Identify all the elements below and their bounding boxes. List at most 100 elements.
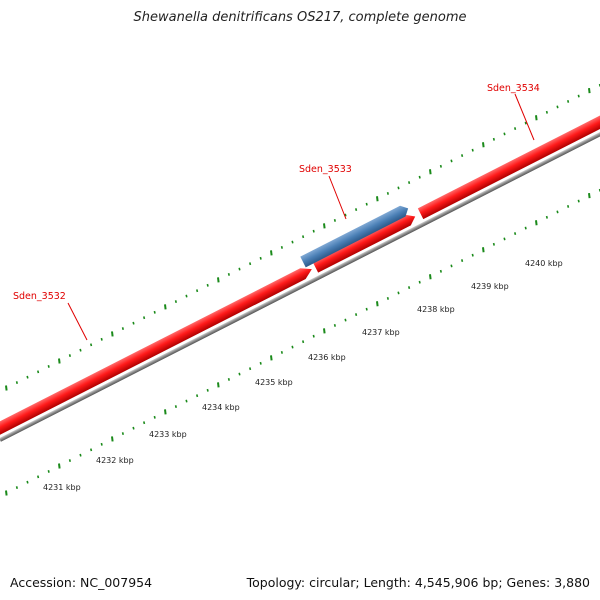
outer-tick-mark [514,127,517,130]
outer-tick-mark [344,213,347,217]
inner-tick-mark [588,193,591,199]
inner-tick-track [5,188,600,496]
inner-tick-mark [58,463,61,469]
inner-tick-mark [545,215,548,219]
inner-tick-mark [100,442,103,446]
inner-tick-mark [37,475,40,479]
scale-label-4234: 4234 kbp [202,403,240,412]
inner-tick-mark [577,199,580,203]
scale-label-4240: 4240 kbp [525,259,563,268]
gene-sden-3532[interactable] [0,264,315,447]
inner-tick-mark [535,220,538,226]
outer-tick-mark [439,164,442,168]
outer-tick-mark [111,331,114,337]
outer-tick-mark [15,381,18,385]
scale-label-4237: 4237 kbp [362,328,400,337]
inner-tick-mark [524,226,527,230]
inner-tick-mark [185,399,188,403]
inner-tick-mark [291,345,294,349]
scale-label-4232: 4232 kbp [96,456,134,465]
inner-tick-mark [15,486,18,490]
outer-tick-mark [79,348,82,352]
outer-tick-mark [503,132,506,136]
outer-tick-mark [58,358,61,364]
inner-tick-mark [386,296,389,300]
inner-tick-mark [5,490,8,496]
outer-tick-mark [153,310,156,314]
genome-summary-text: Topology: circular; Length: 4,545,906 bp… [246,575,590,590]
outer-tick-mark [323,223,326,229]
outer-tick-mark [365,202,368,206]
outer-tick-track [5,83,600,391]
inner-tick-mark [227,378,230,381]
scale-label-4238: 4238 kbp [417,305,455,314]
outer-tick-mark [26,375,29,379]
outer-tick-mark [588,88,591,94]
outer-tick-mark [121,327,124,330]
inner-tick-mark [333,323,336,327]
inner-tick-mark [429,274,432,280]
backbone-line [0,111,600,442]
outer-tick-mark [333,218,336,222]
outer-tick-mark [280,246,283,249]
outer-tick-mark [524,121,527,125]
outer-tick-mark [376,196,379,202]
gene-label-sden-3532[interactable]: Sden_3532 [13,291,66,302]
inner-tick-mark [450,264,453,268]
map-title: Shewanella denitrificans OS217, complete… [133,10,467,25]
outer-tick-mark [567,100,570,103]
inner-tick-mark [492,242,495,246]
outer-tick-mark [37,370,40,374]
outer-tick-mark [196,289,199,293]
inner-tick-mark [376,301,379,307]
gene-sden-3534[interactable] [417,91,600,220]
outer-tick-mark [556,105,559,109]
outer-tick-mark [68,354,71,358]
outer-tick-mark [227,273,230,276]
gene-label-sden-3534[interactable]: Sden_3534 [487,83,540,94]
inner-tick-mark [365,307,368,311]
gene-sden-3533-highlight[interactable] [300,203,411,268]
inner-tick-mark [111,436,114,442]
inner-tick-mark [344,318,347,322]
inner-tick-mark [514,232,517,235]
inner-tick-mark [503,237,506,241]
outer-tick-mark [238,267,241,271]
inner-tick-mark [418,280,421,284]
outer-tick-mark [47,364,50,368]
inner-tick-mark [302,340,305,344]
inner-tick-mark [249,367,252,371]
outer-tick-mark [482,142,485,148]
outer-tick-mark [143,316,146,320]
outer-tick-mark [90,343,93,347]
inner-tick-mark [68,459,71,463]
outer-tick-mark [397,186,400,190]
inner-tick-mark [471,253,474,257]
outer-tick-mark [577,94,580,98]
outer-tick-mark [492,137,495,141]
inner-tick-mark [280,351,283,354]
gene-label-sden-3533[interactable]: Sden_3533 [299,164,352,175]
inner-tick-mark [556,210,559,214]
inner-tick-mark [355,313,358,317]
outer-tick-mark [5,385,8,391]
outer-tick-mark [249,262,252,266]
inner-tick-mark [47,469,50,473]
outer-tick-mark [418,175,421,179]
outer-tick-mark [270,250,273,256]
inner-tick-mark [482,247,485,253]
outer-tick-mark [185,294,188,298]
inner-tick-mark [461,259,464,262]
inner-tick-mark [79,453,82,457]
scale-labels: 4231 kbp 4232 kbp 4233 kbp 4234 kbp 4235… [43,259,563,492]
outer-tick-mark [206,283,209,287]
gene-sden-3533-forward-segment[interactable] [312,211,418,273]
inner-tick-mark [121,432,124,435]
outer-tick-mark [535,115,538,121]
inner-tick-mark [408,286,411,290]
outer-tick-mark [174,300,177,303]
inner-tick-mark [90,448,93,452]
outer-tick-mark [461,154,464,157]
inner-tick-mark [164,409,167,415]
